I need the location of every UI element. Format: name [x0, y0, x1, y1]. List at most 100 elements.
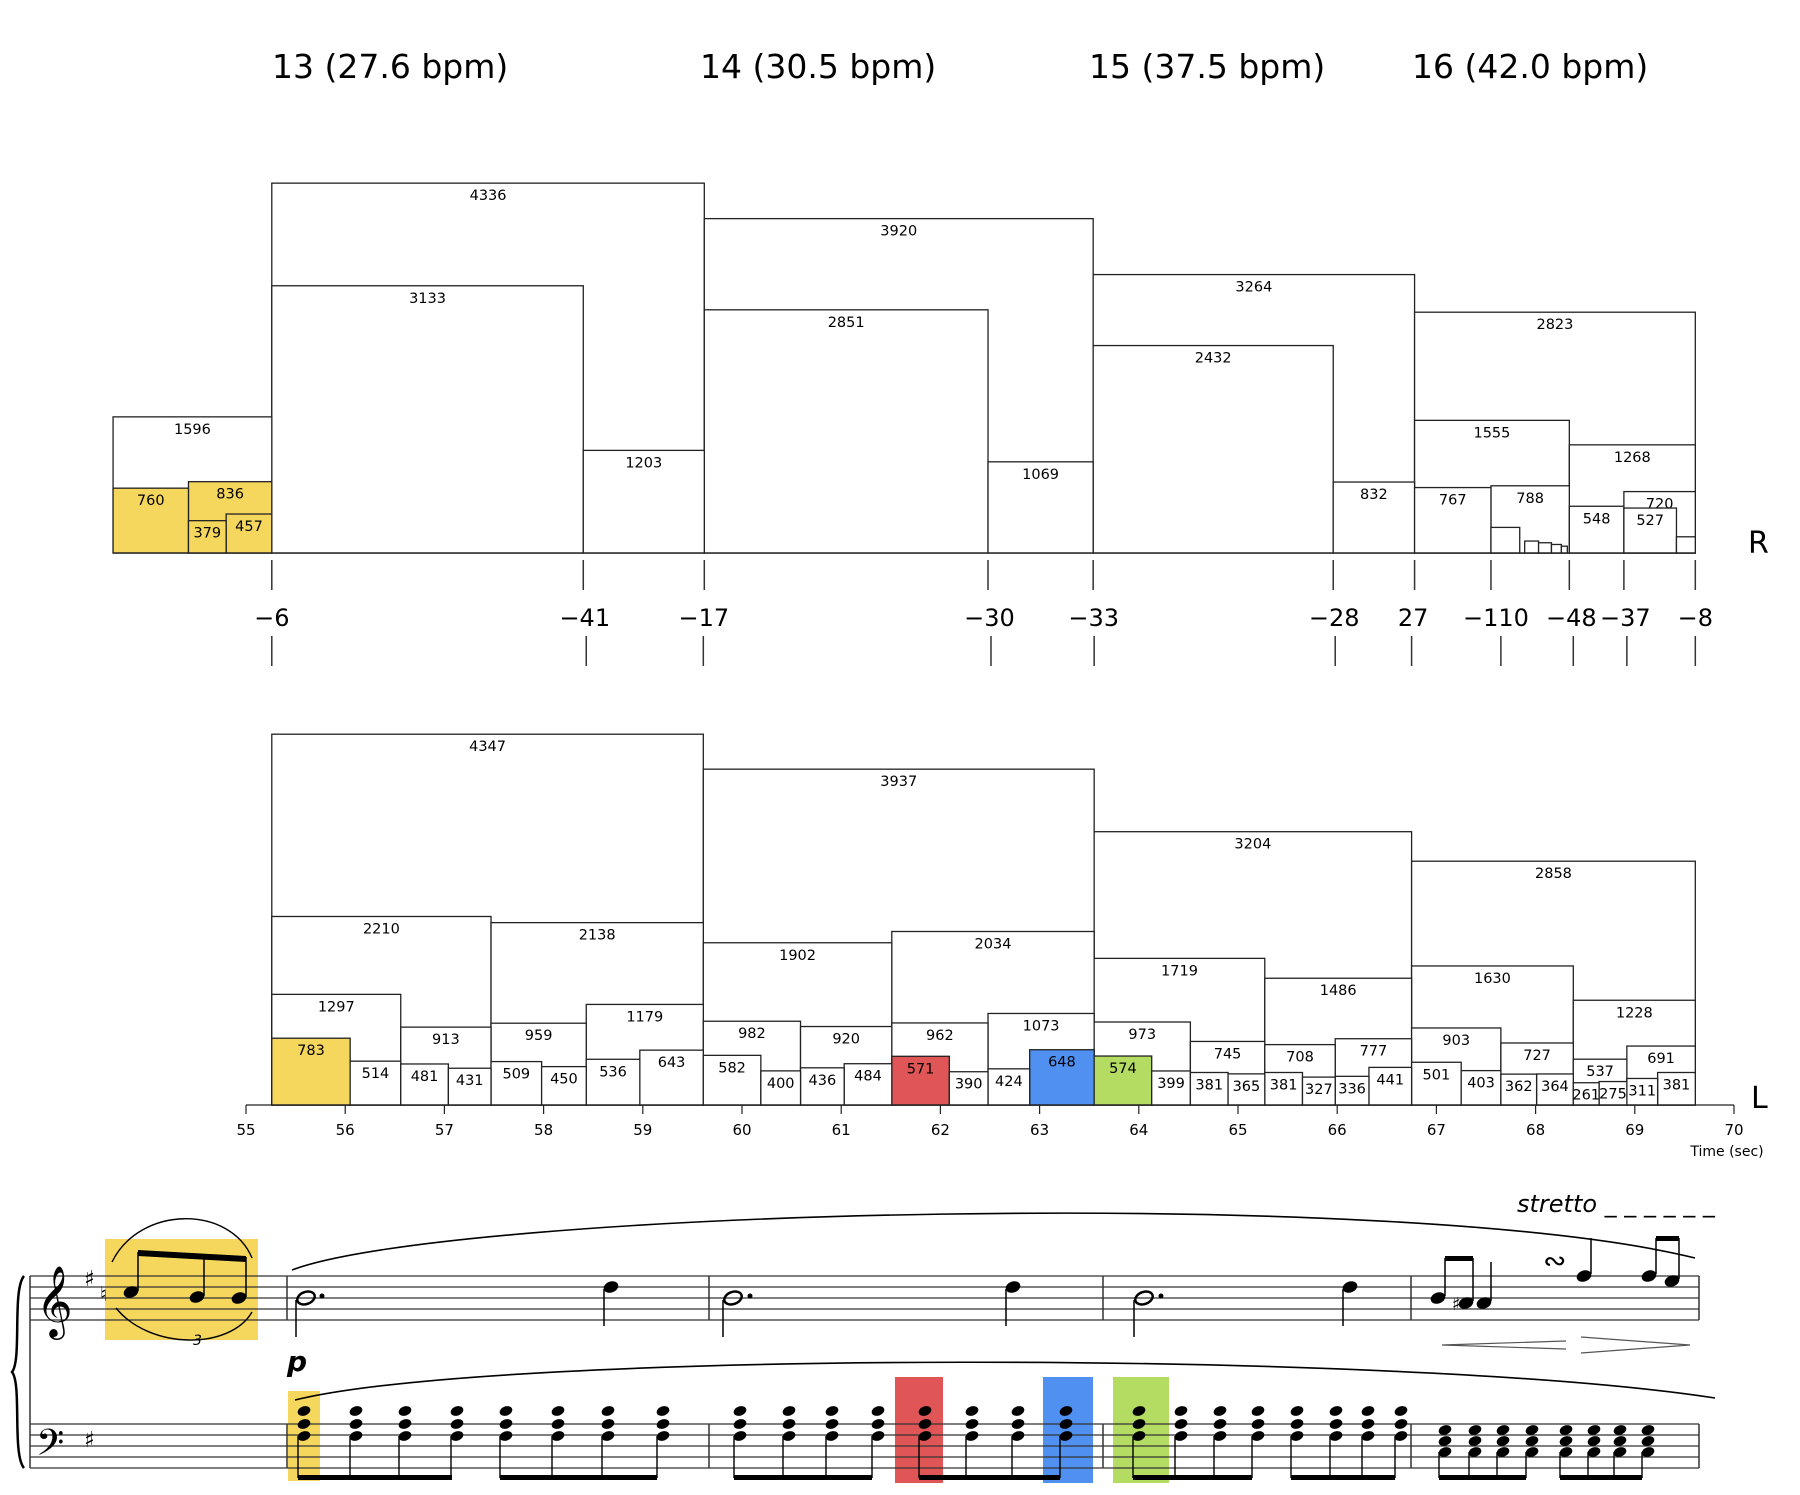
lh-box-value: 336 — [1338, 1081, 1366, 1097]
chord-notehead — [918, 1406, 932, 1416]
chord-notehead — [1251, 1431, 1265, 1441]
async-value: −48 — [1546, 604, 1597, 632]
score-highlight-blue — [1043, 1377, 1093, 1483]
chord-notehead — [450, 1406, 464, 1416]
chord-notehead — [965, 1431, 979, 1441]
chord-notehead — [601, 1431, 615, 1441]
chord-notehead — [733, 1419, 747, 1429]
lh-box — [271, 1037, 351, 1106]
chord-notehead — [1438, 1425, 1452, 1435]
lh-box-value: 403 — [1467, 1076, 1495, 1092]
chord-notehead — [1641, 1425, 1655, 1435]
chord-notehead — [1559, 1447, 1573, 1457]
rh-box-value: 548 — [1583, 511, 1611, 527]
chord-notehead — [918, 1431, 932, 1441]
rh-box-value: 1555 — [1473, 425, 1510, 441]
chord-notehead — [1496, 1447, 1510, 1457]
chord-notehead — [450, 1419, 464, 1429]
rh-box — [225, 513, 273, 554]
chord-notehead — [1587, 1447, 1601, 1457]
treble-key-sharp-icon: ♯ — [84, 1267, 95, 1292]
chord-notehead — [1438, 1447, 1452, 1457]
x-tick-label: 66 — [1328, 1121, 1347, 1139]
chord-notehead — [1059, 1406, 1073, 1416]
chord-notehead — [1613, 1425, 1627, 1435]
x-tick-label: 65 — [1228, 1121, 1247, 1139]
chord-notehead — [871, 1431, 885, 1441]
lh-box-value: 903 — [1442, 1033, 1470, 1049]
chord-notehead — [1290, 1406, 1304, 1416]
chord-beam — [734, 1475, 872, 1480]
chord-notehead — [1468, 1447, 1482, 1457]
lh-box-value: 501 — [1423, 1067, 1451, 1083]
chord-notehead — [1290, 1431, 1304, 1441]
x-tick-label: 57 — [435, 1121, 454, 1139]
rh-box-value: 3264 — [1235, 280, 1272, 296]
lh-box-value: 431 — [456, 1073, 484, 1089]
lh-box-value: 1630 — [1474, 971, 1511, 987]
lh-box-value: 275 — [1599, 1087, 1627, 1103]
chord-notehead — [551, 1406, 565, 1416]
lh-box-value: 481 — [411, 1069, 439, 1085]
lh-box — [1334, 1075, 1370, 1106]
chord-notehead — [349, 1419, 363, 1429]
rh-box-value: 379 — [193, 526, 221, 542]
chord-notehead — [349, 1431, 363, 1441]
async-value: −110 — [1463, 604, 1529, 632]
rh-box-value: 788 — [1516, 491, 1544, 507]
chord-notehead — [1641, 1447, 1655, 1457]
x-tick-label: 69 — [1625, 1121, 1644, 1139]
async-value: −8 — [1678, 604, 1713, 632]
rh-box-value: 4336 — [470, 188, 507, 204]
chord-notehead — [398, 1406, 412, 1416]
lh-box-value: 2034 — [975, 936, 1012, 952]
async-value: −37 — [1600, 604, 1651, 632]
lh-box-value: 424 — [995, 1074, 1023, 1090]
slur-melody — [291, 1212, 1696, 1271]
measure-headers: 13 (27.6 bpm) 14 (30.5 bpm) 15 (37.5 bpm… — [272, 47, 1648, 86]
lh-box — [1410, 1061, 1462, 1106]
slur-pickup — [111, 1218, 253, 1263]
score-highlight-green — [1113, 1377, 1169, 1483]
x-tick-label: 64 — [1129, 1121, 1148, 1139]
lh-box-value: 381 — [1195, 1078, 1223, 1094]
lh-box-value: 381 — [1270, 1078, 1298, 1094]
accompaniment-chords — [297, 1406, 1655, 1480]
chord-notehead — [782, 1406, 796, 1416]
lh-box — [1227, 1073, 1266, 1106]
chord-notehead — [297, 1419, 311, 1429]
lh-box-value: 973 — [1128, 1027, 1156, 1043]
chord-notehead — [1174, 1406, 1188, 1416]
lh-box-value: 643 — [658, 1055, 686, 1071]
lh-box-value: 2858 — [1535, 866, 1572, 882]
rh-box-value: 1203 — [625, 455, 662, 471]
chord-notehead — [782, 1419, 796, 1429]
rh-box-value: 2851 — [828, 315, 865, 331]
lh-box-value: 362 — [1505, 1079, 1533, 1095]
rh-box — [187, 520, 227, 554]
pickup-triplet: ♮ — [100, 1250, 247, 1306]
lh-box-value: 3204 — [1234, 837, 1271, 853]
lh-box-value: 1719 — [1161, 963, 1198, 979]
music-score: 𝄞 𝄢 ♯ ♯ stretto _ _ _ _ _ _ p 3 ♮ — [10, 1190, 1716, 1483]
lh-box-value: 484 — [854, 1069, 882, 1085]
treble-staff — [30, 1275, 1699, 1321]
svg-text:∾: ∾ — [1543, 1244, 1566, 1277]
lh-box-value: 450 — [550, 1072, 578, 1088]
chord-notehead — [398, 1431, 412, 1441]
x-tick-label: 67 — [1427, 1121, 1446, 1139]
lh-box-value: 959 — [525, 1028, 553, 1044]
rh-box — [703, 309, 989, 554]
rh-box — [1524, 540, 1540, 554]
chord-beam — [298, 1475, 452, 1480]
lh-box — [585, 1058, 641, 1106]
lh-box-value: 327 — [1305, 1082, 1333, 1098]
hairpins — [1441, 1336, 1691, 1354]
rh-box-value: 760 — [137, 493, 165, 509]
chord-notehead — [1559, 1436, 1573, 1446]
chord-notehead — [349, 1406, 363, 1416]
rh-box-value: 2432 — [1195, 351, 1232, 367]
async-value: −41 — [559, 604, 610, 632]
chord-notehead — [551, 1431, 565, 1441]
